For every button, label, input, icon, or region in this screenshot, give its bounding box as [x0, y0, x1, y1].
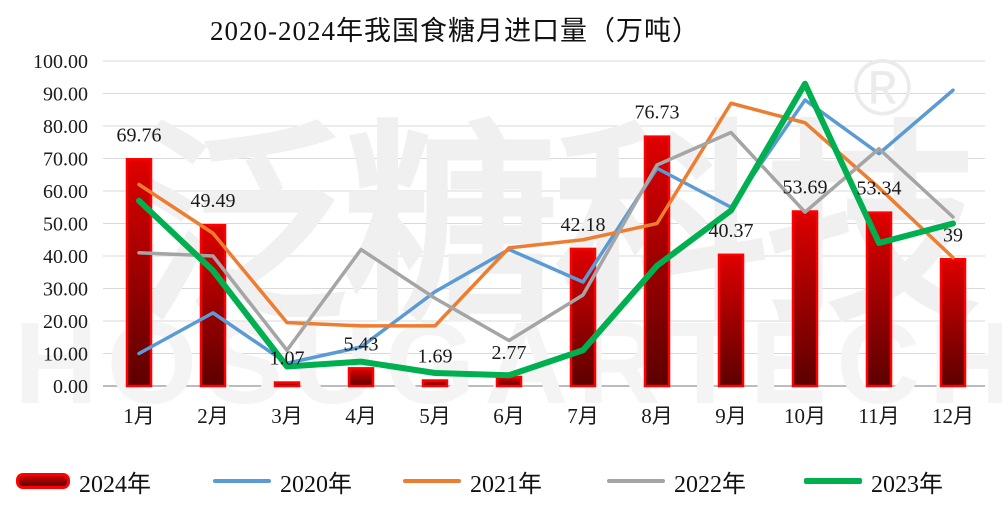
data-label: 1.07 — [270, 348, 305, 370]
legend-item-2024年: 2024年 — [16, 462, 151, 500]
data-label: 69.76 — [117, 124, 162, 146]
bar — [199, 223, 227, 388]
legend-item-2021年: 2021年 — [403, 462, 542, 500]
bar — [495, 375, 523, 388]
legend-label: 2023年 — [871, 471, 943, 498]
x-tick-label: 5月 — [419, 404, 451, 428]
bar-series-2024 — [125, 135, 967, 388]
legend-label: 2022年 — [674, 471, 746, 498]
data-label: 76.73 — [635, 102, 680, 124]
legend-item-2023年: 2023年 — [804, 462, 943, 500]
y-tick-label: 80.00 — [43, 116, 88, 138]
legend-label: 2024年 — [79, 471, 151, 498]
data-label: 53.34 — [857, 178, 902, 200]
data-label: 40.37 — [709, 220, 754, 242]
legend-label: 2020年 — [280, 471, 352, 498]
x-tick-label: 9月 — [715, 404, 747, 428]
y-tick-label: 0.00 — [53, 376, 88, 398]
legend-line-swatch — [804, 478, 862, 484]
bar — [347, 367, 375, 388]
data-label: 42.18 — [561, 214, 606, 236]
y-tick-label: 90.00 — [43, 84, 88, 106]
bar — [865, 211, 893, 388]
data-label: 53.69 — [783, 177, 828, 199]
y-axis-tick-labels: 0.00 10.00 20.00 30.00 40.00 50.00 60.00 70.00 8… — [33, 51, 88, 398]
line-series-2021年 — [137, 101, 955, 328]
x-axis-category-labels: 1月 2月 3月 4月 5月 6月 7月 8月 9月 10月 11月 12月 — [123, 404, 974, 428]
data-label: 39 — [943, 224, 963, 246]
legend: 2024年 2020年 2021年 2022年 2023年 — [0, 462, 1002, 500]
data-label: 5.43 — [344, 333, 379, 355]
y-tick-label: 60.00 — [43, 181, 88, 203]
y-tick-label: 20.00 — [43, 311, 88, 333]
x-tick-label: 6月 — [493, 404, 525, 428]
x-tick-label: 4月 — [345, 404, 377, 428]
legend-label: 2021年 — [470, 471, 542, 498]
registered-trademark-icon: ® — [853, 43, 912, 132]
legend-line-swatch — [403, 479, 461, 483]
chart-title: 2020-2024年我国食糖月进口量（万吨） — [210, 16, 700, 46]
y-tick-label: 10.00 — [43, 344, 88, 366]
x-tick-label: 7月 — [567, 404, 599, 428]
legend-bar-swatch — [16, 473, 70, 489]
bar — [421, 379, 449, 388]
bar — [717, 253, 745, 388]
bar — [273, 381, 301, 388]
x-tick-label: 10月 — [784, 404, 826, 428]
bar — [939, 258, 967, 388]
x-tick-label: 3月 — [271, 404, 303, 428]
data-label: 1.69 — [418, 346, 453, 368]
legend-line-swatch — [213, 479, 271, 483]
y-tick-label: 30.00 — [43, 279, 88, 301]
data-label: 2.77 — [492, 342, 527, 364]
y-tick-label: 100.00 — [33, 51, 88, 73]
legend-item-2022年: 2022年 — [607, 462, 746, 500]
y-tick-label: 70.00 — [43, 149, 88, 171]
line-series-2023年 — [136, 80, 956, 379]
y-tick-label: 40.00 — [43, 246, 88, 268]
x-tick-label: 12月 — [932, 404, 974, 428]
legend-line-swatch — [607, 479, 665, 483]
x-tick-label: 1月 — [123, 404, 155, 428]
line-series-2022年 — [137, 130, 955, 352]
line-series-2020年 — [137, 88, 955, 365]
data-label: 49.49 — [191, 190, 236, 212]
bar — [791, 210, 819, 388]
x-tick-label: 11月 — [858, 404, 899, 428]
bar-data-labels: 69.76 49.49 1.07 5.43 1.69 2.77 42.18 76.73 40.3… — [117, 102, 964, 370]
legend-item-2020年: 2020年 — [213, 462, 352, 500]
x-tick-label: 8月 — [641, 404, 673, 428]
x-tick-label: 2月 — [197, 404, 229, 428]
watermark-brand-en: HOSUGARTECH — [14, 298, 1002, 428]
y-tick-label: 50.00 — [43, 214, 88, 236]
